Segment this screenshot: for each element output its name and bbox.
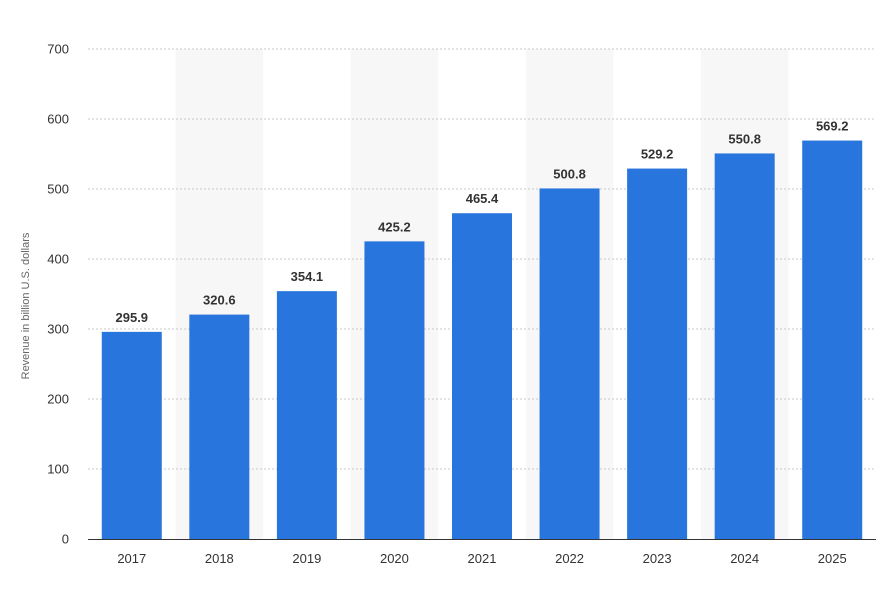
y-tick-label: 600 — [47, 112, 69, 127]
bar-value-label: 569.2 — [816, 119, 849, 134]
x-tick-label: 2021 — [468, 551, 497, 566]
x-tick-label: 2018 — [205, 551, 234, 566]
y-tick-label: 100 — [47, 462, 69, 477]
y-tick-label: 500 — [47, 182, 69, 197]
x-tick-label: 2019 — [292, 551, 321, 566]
y-axis-ticks: 0 100 200 300 400 500 600 700 — [47, 42, 69, 547]
bar-value-label: 550.8 — [728, 131, 761, 146]
bar-value-label: 465.4 — [466, 191, 499, 206]
data-labels: 295.9 320.6 354.1 425.2 465.4 500.8 529.2 550.8… — [116, 119, 849, 325]
bar — [364, 241, 425, 540]
bar-value-label: 425.2 — [378, 219, 411, 234]
x-tick-label: 2023 — [643, 551, 672, 566]
bar-value-label: 320.6 — [203, 293, 236, 308]
bar — [276, 291, 337, 539]
y-axis-title: Revenue in billion U.S. dollars — [20, 232, 32, 379]
bar — [627, 168, 688, 539]
bar-value-label: 354.1 — [291, 269, 324, 284]
y-tick-label: 0 — [62, 532, 69, 547]
bar-value-label: 500.8 — [553, 166, 586, 181]
y-tick-label: 400 — [47, 252, 69, 267]
x-tick-label: 2024 — [730, 551, 759, 566]
bar-value-label: 529.2 — [641, 147, 674, 162]
bar-value-label: 295.9 — [116, 310, 149, 325]
y-tick-label: 700 — [47, 42, 69, 57]
x-tick-label: 2020 — [380, 551, 409, 566]
x-axis-ticks: 2017 2018 2019 2020 2021 2022 2023 2024 2025 — [117, 551, 846, 566]
x-tick-label: 2022 — [555, 551, 584, 566]
x-tick-label: 2025 — [818, 551, 847, 566]
bars — [101, 140, 863, 540]
bar — [452, 213, 512, 539]
bar — [802, 140, 863, 539]
x-tick-label: 2017 — [117, 551, 146, 566]
y-tick-label: 300 — [47, 322, 69, 337]
bar — [101, 331, 162, 539]
bar — [714, 153, 775, 539]
bar — [539, 188, 600, 539]
bar — [189, 314, 250, 539]
y-tick-label: 200 — [47, 392, 69, 407]
